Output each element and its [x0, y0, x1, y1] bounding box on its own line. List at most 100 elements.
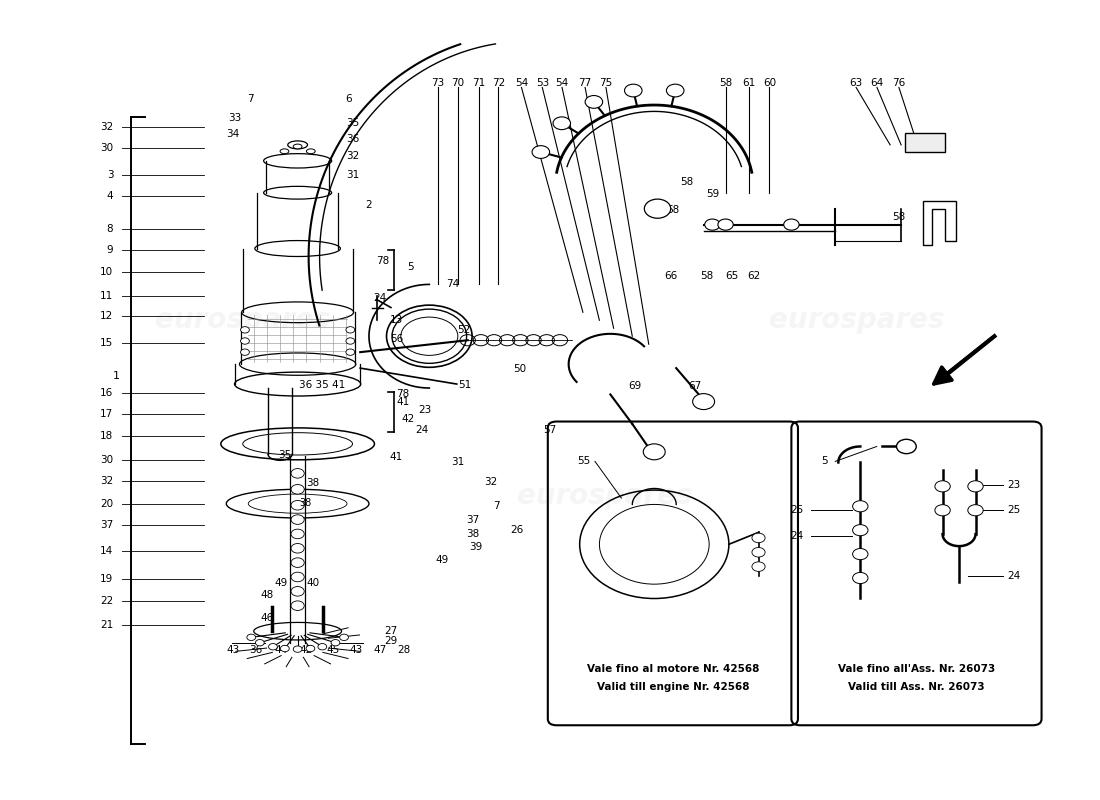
Text: 47: 47	[373, 646, 386, 655]
Text: 44: 44	[275, 646, 288, 655]
Text: 63: 63	[849, 78, 862, 88]
Circle shape	[852, 525, 868, 536]
Circle shape	[292, 543, 305, 553]
Text: 43: 43	[227, 646, 240, 655]
Text: 32: 32	[484, 477, 497, 487]
Circle shape	[968, 505, 983, 516]
Text: 36 35 41: 36 35 41	[299, 380, 345, 390]
Text: 5: 5	[821, 456, 827, 466]
Text: 25: 25	[1008, 506, 1021, 515]
Text: 59: 59	[706, 190, 719, 199]
Circle shape	[268, 643, 277, 650]
Circle shape	[935, 481, 950, 492]
Text: 61: 61	[742, 78, 756, 88]
Text: 49: 49	[436, 555, 449, 566]
Text: 24: 24	[373, 293, 386, 303]
Text: Valid till engine Nr. 42568: Valid till engine Nr. 42568	[596, 682, 749, 692]
Text: 50: 50	[513, 364, 526, 374]
Circle shape	[345, 326, 354, 333]
Text: 54: 54	[515, 78, 528, 88]
Text: eurospares: eurospares	[517, 482, 693, 510]
Circle shape	[292, 501, 305, 510]
Text: 22: 22	[100, 596, 113, 606]
Circle shape	[693, 394, 715, 410]
Text: eurospares: eurospares	[770, 306, 945, 334]
Text: 37: 37	[100, 520, 113, 530]
Circle shape	[852, 549, 868, 560]
Circle shape	[292, 558, 305, 567]
Text: 48: 48	[261, 590, 274, 600]
Text: 5: 5	[407, 262, 414, 272]
Circle shape	[585, 95, 603, 108]
Circle shape	[292, 515, 305, 524]
Text: 78: 78	[396, 390, 409, 399]
Text: 72: 72	[492, 78, 505, 88]
Text: 35: 35	[345, 118, 359, 127]
Text: 34: 34	[227, 129, 240, 138]
Text: 9: 9	[107, 245, 113, 255]
Text: 24: 24	[1008, 570, 1021, 581]
Text: 10: 10	[100, 266, 113, 277]
Text: 71: 71	[472, 78, 485, 88]
Text: 76: 76	[892, 78, 905, 88]
Text: 7: 7	[493, 501, 499, 511]
Text: 42: 42	[300, 646, 313, 655]
Circle shape	[292, 485, 305, 494]
Text: 57: 57	[543, 426, 557, 435]
Text: 28: 28	[397, 646, 410, 655]
Text: eurospares: eurospares	[155, 306, 330, 334]
Text: 30: 30	[100, 454, 113, 465]
Text: 31: 31	[345, 170, 359, 180]
Circle shape	[340, 634, 349, 641]
Circle shape	[718, 219, 734, 230]
Text: 14: 14	[100, 546, 113, 557]
Circle shape	[783, 219, 799, 230]
Text: 29: 29	[384, 636, 397, 646]
Text: Vale fino all'Ass. Nr. 26073: Vale fino all'Ass. Nr. 26073	[838, 665, 996, 674]
Circle shape	[852, 501, 868, 512]
Circle shape	[292, 469, 305, 478]
Text: 20: 20	[100, 498, 113, 509]
Text: 53: 53	[536, 78, 549, 88]
Text: 62: 62	[748, 271, 761, 282]
Text: 21: 21	[100, 620, 113, 630]
Text: 32: 32	[100, 476, 113, 486]
Circle shape	[852, 573, 868, 584]
Circle shape	[292, 572, 305, 582]
Text: 55: 55	[578, 456, 591, 466]
Text: 60: 60	[763, 78, 776, 88]
Circle shape	[241, 349, 250, 355]
Text: 38: 38	[466, 529, 480, 539]
Text: 17: 17	[100, 410, 113, 419]
Text: 30: 30	[100, 143, 113, 153]
Text: 74: 74	[446, 278, 459, 289]
Text: 40: 40	[307, 578, 320, 587]
Text: 78: 78	[376, 256, 389, 266]
Text: 38: 38	[307, 478, 320, 488]
Text: 1: 1	[113, 371, 120, 381]
Circle shape	[752, 562, 766, 571]
Text: 24: 24	[790, 530, 803, 541]
Text: 65: 65	[726, 271, 739, 282]
Ellipse shape	[294, 144, 302, 149]
Text: 37: 37	[466, 514, 480, 525]
Text: 52: 52	[456, 325, 470, 335]
Circle shape	[331, 639, 340, 646]
Text: 23: 23	[1008, 480, 1021, 490]
Text: 75: 75	[600, 78, 613, 88]
Text: 42: 42	[402, 414, 415, 424]
Text: 33: 33	[229, 113, 242, 122]
Circle shape	[968, 481, 983, 492]
Text: 39: 39	[469, 542, 482, 553]
Text: 46: 46	[261, 613, 274, 622]
Circle shape	[241, 338, 250, 344]
Circle shape	[553, 117, 571, 130]
Text: 36: 36	[345, 134, 359, 144]
Text: 26: 26	[510, 525, 524, 535]
Text: 18: 18	[100, 431, 113, 441]
Text: 19: 19	[100, 574, 113, 583]
Circle shape	[625, 84, 642, 97]
Circle shape	[752, 533, 766, 542]
Text: 15: 15	[100, 338, 113, 348]
Text: 32: 32	[100, 122, 113, 131]
